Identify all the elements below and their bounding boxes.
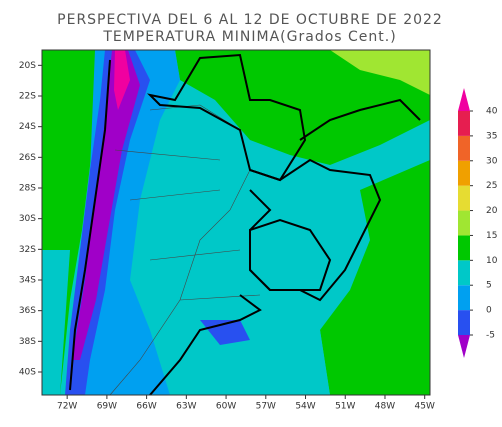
x-tick-label: 72W: [57, 402, 77, 412]
y-tick-label: 30S: [19, 214, 36, 224]
colorbar-label: 25: [486, 181, 497, 191]
map: [42, 50, 430, 396]
y-tick-label: 40S: [19, 368, 36, 378]
colorbar-label: 35: [486, 131, 497, 141]
colorbar-segment: [458, 310, 470, 335]
y-tick-label: 20S: [19, 61, 36, 71]
colorbar-label: -5: [486, 331, 495, 341]
y-tick-label: 22S: [19, 92, 36, 102]
colorbar-min: [458, 335, 470, 358]
x-tick-label: 57W: [256, 402, 276, 412]
colorbar-max: [458, 88, 470, 111]
axis-ticks: 72W 69W 66W 63W 60W 57W 54W 51W 48W 45W 20S 22S 24S 2…: [19, 61, 435, 412]
map-frame: [41, 49, 431, 396]
x-tick-label: 48W: [375, 402, 395, 412]
colorbar-segment: [458, 285, 470, 311]
colorbar-segment: [458, 160, 470, 186]
colorbar-label: 20: [486, 206, 498, 216]
colorbar-segment: [458, 185, 470, 211]
colorbar: -5 0 5 10 15 20 25 30 35 40: [458, 88, 498, 358]
x-tick-label: 63W: [176, 402, 196, 412]
subtitle: TEMPERATURA MINIMA(Grados Cent.): [102, 29, 396, 45]
y-tick-label: 36S: [19, 306, 36, 316]
y-tick-label: 34S: [19, 276, 36, 286]
x-tick-label: 60W: [216, 402, 236, 412]
colorbar-label: 15: [486, 231, 497, 241]
x-tick-label: 69W: [97, 402, 117, 412]
colorbar-label: 40: [486, 107, 498, 117]
colorbar-label: 5: [486, 281, 492, 291]
colorbar-segment: [458, 210, 470, 236]
colorbar-segment: [458, 235, 470, 261]
y-tick-label: 28S: [19, 184, 36, 194]
colorbar-label: 30: [486, 156, 498, 166]
y-tick-label: 24S: [19, 122, 36, 132]
x-tick-label: 66W: [136, 402, 156, 412]
y-tick-label: 26S: [19, 153, 36, 163]
colorbar-label: 0: [486, 306, 492, 316]
colorbar-label: 10: [486, 256, 498, 266]
colorbar-segment: [458, 135, 470, 161]
x-tick-label: 51W: [335, 402, 355, 412]
x-tick-label: 45W: [415, 402, 435, 412]
colorbar-segment: [458, 111, 470, 136]
x-tick-label: 54W: [295, 402, 315, 412]
y-tick-label: 32S: [19, 245, 36, 255]
title: PERSPECTIVA DEL 6 AL 12 DE OCTUBRE DE 20…: [57, 12, 443, 28]
y-tick-label: 38S: [19, 337, 36, 347]
colorbar-segment: [458, 260, 470, 286]
